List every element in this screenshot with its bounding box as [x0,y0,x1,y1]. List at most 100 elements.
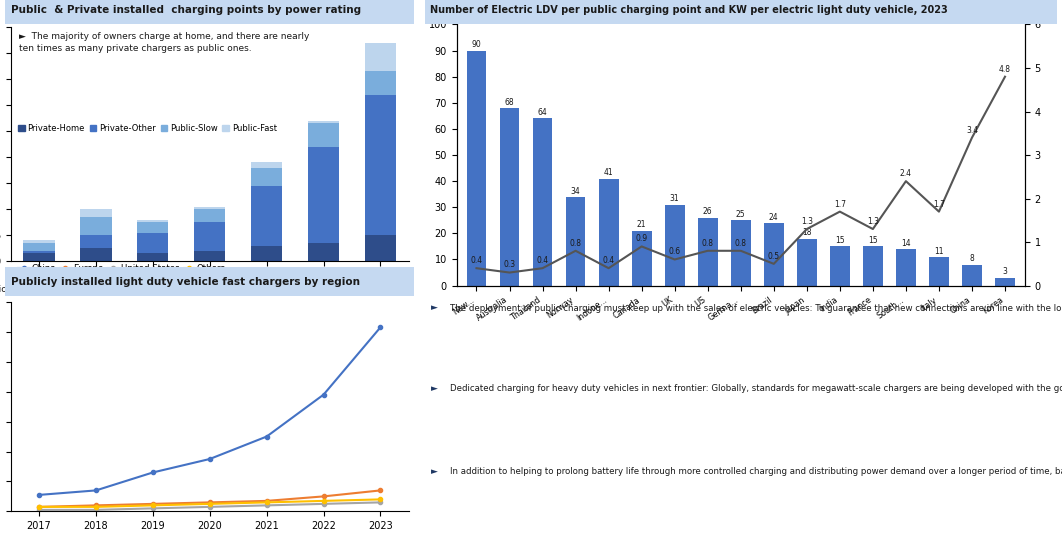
Others [260,499,273,506]
Text: 24: 24 [769,213,778,221]
Europe [33,504,46,510]
Text: 0.4: 0.4 [470,256,482,265]
Text: 25: 25 [736,210,746,219]
Text: 34: 34 [570,187,581,195]
Bar [533,119,552,286]
Text: Dedicated charging for heavy duty vehicles in next frontier: Globally, standards: Dedicated charging for heavy duty vehicl… [450,384,1062,393]
Bar [665,205,685,286]
Others [89,504,102,510]
Line: Others: Others [37,497,382,509]
Text: 3: 3 [1003,268,1008,276]
Bar [81,217,112,235]
Text: Millions: Millions [0,285,17,294]
Text: 0.3: 0.3 [503,261,515,269]
Text: 15: 15 [868,236,877,245]
Legend: China, Europe, United States, Others: China, Europe, United States, Others [15,260,229,276]
Text: 11: 11 [935,246,944,256]
Others [318,498,330,504]
Bar [364,43,396,71]
Text: ►: ► [431,304,438,313]
Text: ►: ► [431,384,438,393]
Text: 90: 90 [472,40,481,50]
Line: Europe: Europe [37,489,382,509]
Text: 68: 68 [504,98,514,107]
United States [318,500,330,507]
Europe [374,487,387,494]
Bar [499,108,519,286]
Europe [147,500,159,507]
Bar [194,209,225,222]
Text: The deployment of public charging must keep up with the sales of electric vehicl: The deployment of public charging must k… [450,304,1062,313]
Bar [863,246,883,286]
Text: 18: 18 [802,228,811,237]
Bar [23,240,55,243]
China [33,492,46,498]
United States [147,505,159,511]
Bar [194,251,225,261]
Bar [929,257,948,286]
Bar [81,209,112,217]
Bar [995,278,1015,286]
Europe [318,493,330,499]
Legend: LDV, KW: LDV, KW [702,0,780,6]
Bar [896,249,915,286]
Text: 21: 21 [637,220,647,230]
Europe [203,499,216,506]
Text: 0.4: 0.4 [602,256,615,265]
Text: 1.7: 1.7 [834,200,845,208]
Bar [23,254,55,261]
United States [260,502,273,509]
Text: 0.6: 0.6 [669,248,681,256]
Bar [308,147,339,243]
Europe [260,498,273,504]
Text: In addition to helping to prolong battery life through more controlled charging : In addition to helping to prolong batter… [450,467,1062,476]
Text: 2.4: 2.4 [900,169,912,178]
Bar [796,239,817,286]
Text: ►: ► [431,467,438,476]
Text: 0.5: 0.5 [768,252,780,261]
Line: United States: United States [37,500,382,512]
Bar [764,223,784,286]
Bar [81,248,112,261]
Text: 0.8: 0.8 [569,239,582,248]
United States [374,499,387,506]
Bar [81,235,112,248]
Text: 0.4: 0.4 [536,256,549,265]
United States [203,504,216,510]
Text: 41: 41 [604,168,614,177]
Others [374,496,387,503]
United States [33,506,46,513]
United States [89,506,102,513]
China [374,324,387,331]
Text: 15: 15 [835,236,844,245]
Bar [137,220,169,222]
Text: ►  The majority of owners charge at home, and there are nearly
ten times as many: ► The majority of owners charge at home,… [19,32,309,53]
Bar [137,254,169,261]
Others [147,502,159,509]
China [260,433,273,440]
Text: 0.8: 0.8 [702,239,714,248]
Bar [194,222,225,251]
Bar [364,235,396,261]
Bar [364,95,396,235]
China [147,469,159,475]
Text: 1.7: 1.7 [932,200,945,208]
Text: 8: 8 [970,255,974,263]
Bar [731,220,751,286]
Bar [251,168,282,186]
Bar [251,186,282,245]
Text: 26: 26 [703,207,713,217]
Bar [137,232,169,254]
Text: 4.8: 4.8 [999,65,1011,73]
China [318,392,330,398]
Bar [599,178,618,286]
Bar [137,222,169,232]
Bar [194,207,225,209]
China [89,487,102,494]
Europe [89,502,102,509]
Bar [308,121,339,123]
Text: 0.9: 0.9 [635,234,648,243]
Text: Public  & Private installed  charging points by power rating: Public & Private installed charging poin… [11,4,361,15]
Others [33,504,46,510]
Text: Number of Electric LDV per public charging point and KW per electric light duty : Number of Electric LDV per public chargi… [430,4,948,15]
